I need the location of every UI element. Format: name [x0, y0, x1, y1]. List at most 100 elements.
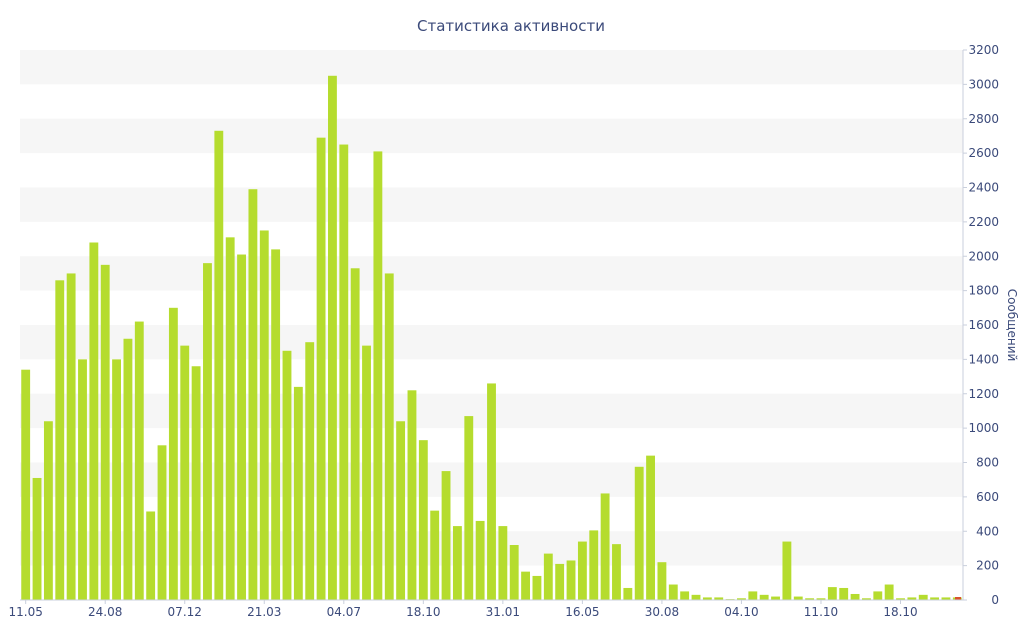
bar	[543, 553, 553, 600]
y-tick-label: 200	[976, 559, 999, 573]
grid-bands	[20, 50, 963, 566]
y-tick-label: 2600	[968, 146, 999, 160]
y-tick-label: 2400	[968, 181, 999, 195]
y-axis-label: Сообщений	[1005, 289, 1019, 362]
bar	[293, 386, 303, 601]
bar	[168, 307, 178, 600]
y-tick-label: 1400	[968, 352, 999, 366]
y-tick-label: 0	[991, 593, 999, 607]
bar	[657, 562, 667, 600]
grid-band	[20, 50, 963, 85]
bar	[55, 280, 65, 600]
y-tick-label: 1000	[968, 421, 999, 435]
bar	[805, 598, 815, 600]
bar	[384, 273, 394, 600]
bar	[691, 594, 701, 600]
bar	[464, 416, 474, 600]
bar	[612, 544, 621, 600]
bar	[600, 493, 610, 600]
bar	[305, 342, 315, 600]
x-tick-label: 11.05	[9, 605, 43, 619]
y-tick-label: 1600	[968, 318, 999, 332]
bar	[225, 237, 235, 600]
bar	[771, 596, 780, 600]
bar	[418, 440, 428, 600]
bar	[896, 598, 905, 600]
bar	[430, 510, 440, 601]
bar	[248, 189, 258, 600]
current-period-marker	[955, 597, 961, 600]
bar	[702, 597, 712, 600]
bar	[498, 526, 508, 600]
bar	[203, 263, 212, 601]
bar	[214, 130, 224, 600]
bar	[850, 593, 860, 600]
y-tick-label: 2800	[968, 112, 999, 126]
bar	[714, 597, 724, 600]
x-tick-label: 07.12	[168, 605, 202, 619]
bar	[862, 598, 871, 600]
bar	[43, 421, 53, 600]
bar	[839, 587, 849, 600]
bar	[816, 598, 826, 600]
bar	[180, 345, 190, 601]
bar	[589, 530, 599, 600]
bar	[89, 242, 99, 600]
bar	[646, 455, 655, 601]
bar	[918, 594, 928, 600]
bar	[407, 390, 417, 600]
x-tick-label: 31.01	[486, 605, 520, 619]
bar	[21, 369, 31, 600]
bar	[452, 526, 462, 600]
bar	[884, 584, 894, 600]
bar	[577, 541, 587, 600]
bar	[316, 137, 326, 600]
x-tick-label: 24.08	[88, 605, 122, 619]
bar	[146, 511, 156, 600]
bar	[827, 587, 837, 600]
x-tick-label: 21.03	[247, 605, 281, 619]
bar	[509, 545, 519, 600]
bar	[237, 254, 246, 600]
x-tick-label: 30.08	[645, 605, 679, 619]
y-tick-label: 400	[976, 524, 999, 538]
y-tick-label: 2200	[968, 215, 999, 229]
bar	[475, 520, 485, 600]
bar	[66, 273, 76, 600]
bar	[555, 563, 565, 600]
bar	[328, 75, 337, 600]
y-tick-label: 800	[976, 456, 999, 470]
x-tick-label: 16.05	[565, 605, 599, 619]
bar	[123, 338, 133, 600]
bar	[623, 587, 633, 600]
bar	[737, 598, 746, 600]
bar	[100, 264, 110, 600]
bar	[396, 421, 406, 600]
y-tick-label: 1200	[968, 387, 999, 401]
bar	[759, 594, 769, 600]
bar	[521, 571, 531, 600]
bar	[271, 249, 281, 601]
x-tick-label: 11.10	[804, 605, 838, 619]
bar	[668, 584, 678, 600]
bar	[78, 359, 87, 601]
bar	[487, 383, 496, 600]
bar	[282, 350, 292, 600]
y-tick-label: 600	[976, 490, 999, 504]
y-tick-label: 2000	[968, 249, 999, 263]
bar	[634, 466, 644, 600]
bar	[748, 591, 758, 600]
bar	[941, 597, 951, 600]
grid-band	[20, 256, 963, 291]
x-tick-label: 04.07	[327, 605, 361, 619]
bar	[112, 359, 121, 601]
grid-band	[20, 118, 963, 154]
bar	[134, 321, 144, 600]
bar	[32, 477, 42, 600]
y-tick-label: 3200	[968, 43, 999, 57]
bar	[680, 591, 690, 600]
bar	[339, 144, 349, 600]
x-tick-label: 18.10	[406, 605, 440, 619]
bar	[566, 560, 576, 600]
